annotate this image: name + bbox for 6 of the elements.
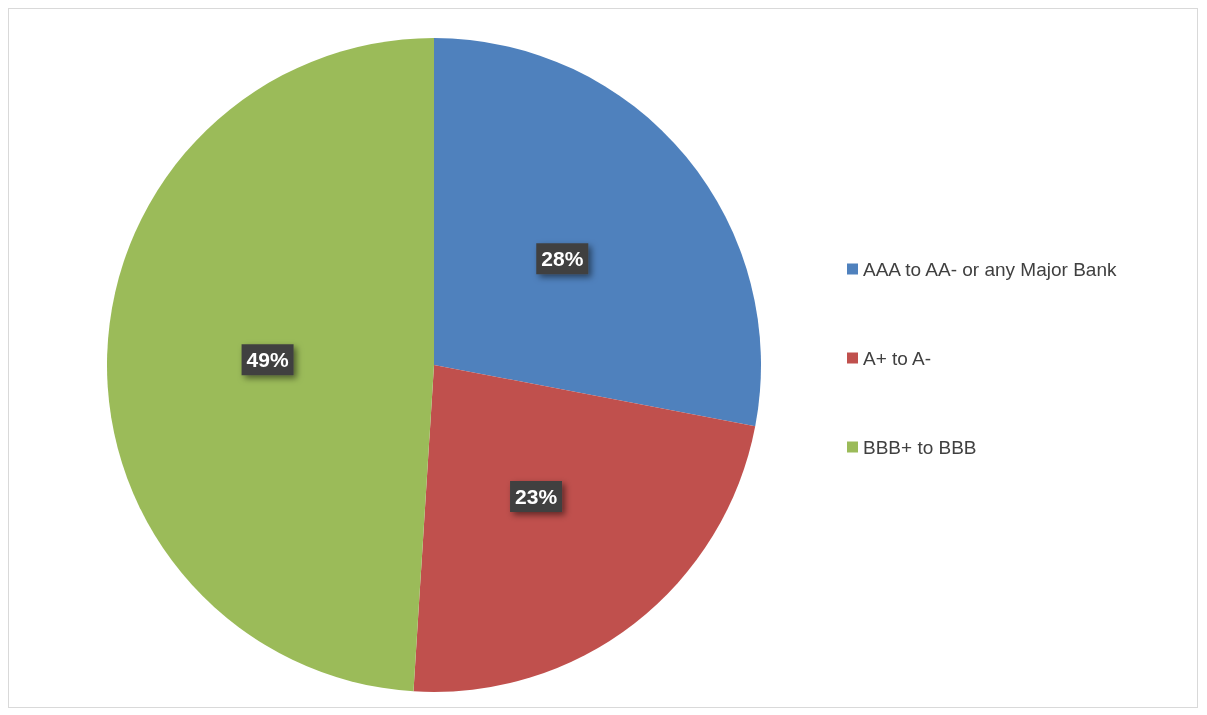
- data-label: 23%: [515, 485, 558, 509]
- legend-label: BBB+ to BBB: [863, 436, 977, 458]
- legend-label: A+ to A-: [863, 347, 932, 369]
- data-label: 28%: [541, 247, 584, 271]
- data-label: 49%: [246, 348, 289, 372]
- legend-label: AAA to AA- or any Major Bank: [863, 258, 1117, 280]
